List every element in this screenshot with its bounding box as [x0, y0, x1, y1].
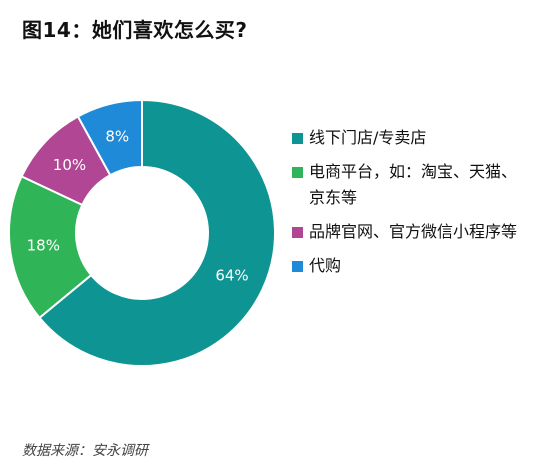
data-label-daigou: 8%	[105, 128, 129, 146]
legend-label-daigou: 代购	[309, 256, 342, 275]
legend-label-brand-official: 品牌官网、官方微信小程序等	[309, 222, 518, 241]
legend-label-offline: 线下门店/专卖店	[309, 128, 427, 147]
slice-daigou	[76, 98, 143, 177]
legend-swatch-daigou	[292, 261, 303, 272]
slice-offline	[38, 98, 276, 367]
data-source-note: 数据来源：安永调研	[22, 443, 148, 459]
data-label-ecommerce: 18%	[27, 236, 60, 254]
data-label-offline: 64%	[215, 266, 248, 284]
legend-item-ecommerce: 电商平台，如：淘宝、天猫、京东等	[292, 159, 522, 211]
legend: 线下门店/专卖店 电商平台，如：淘宝、天猫、京东等 品牌官网、官方微信小程序等 …	[292, 125, 522, 287]
legend-label-ecommerce: 电商平台，如：淘宝、天猫、京东等	[309, 162, 518, 207]
legend-swatch-offline	[292, 133, 303, 144]
legend-item-offline: 线下门店/专卖店	[292, 125, 522, 151]
legend-item-daigou: 代购	[292, 253, 522, 279]
legend-swatch-brand-official	[292, 227, 303, 238]
legend-swatch-ecommerce	[292, 167, 303, 178]
data-label-brand-official: 10%	[53, 156, 86, 174]
legend-item-brand-official: 品牌官网、官方微信小程序等	[292, 219, 522, 245]
chart-title: 图14：她们喜欢怎么买?	[22, 18, 248, 42]
